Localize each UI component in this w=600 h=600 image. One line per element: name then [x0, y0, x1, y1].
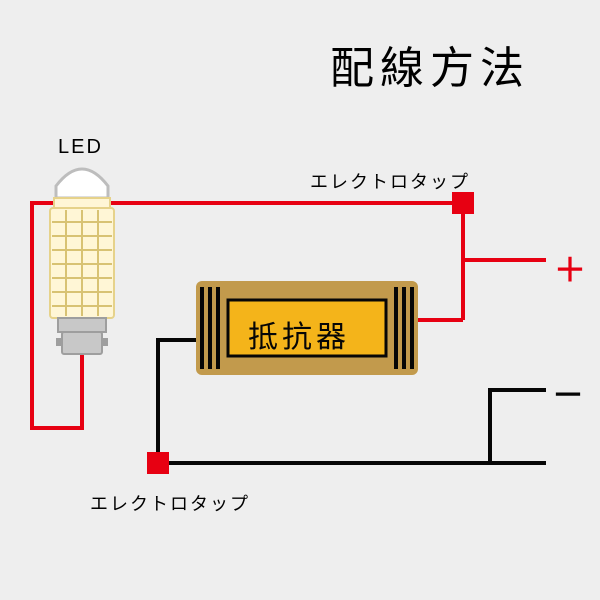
resistor-stripe [410, 287, 414, 369]
wire-black-join [490, 390, 546, 463]
diagram-stage: 配線方法 [0, 0, 600, 600]
led-base-nub [56, 338, 62, 346]
plus-label: ＋ [554, 245, 586, 291]
resistor-stripe [208, 287, 212, 369]
led-bulb [50, 169, 114, 354]
led-base-upper [58, 318, 106, 332]
led-label: LED [58, 136, 103, 159]
led-base-nub [102, 338, 108, 346]
led-neck [54, 198, 110, 208]
led-lens [56, 169, 108, 198]
resistor-stripe [216, 287, 220, 369]
tap-label-top: エレクトロタップ [310, 168, 470, 194]
resistor-stripe [394, 287, 398, 369]
led-base-lower [62, 332, 102, 354]
tap-top [452, 192, 474, 214]
resistor-stripe [200, 287, 204, 369]
resistor-stripe [402, 287, 406, 369]
minus-label: － [552, 370, 584, 416]
tap-bottom [147, 452, 169, 474]
tap-label-bottom: エレクトロタップ [90, 490, 250, 516]
resistor-label: 抵抗器 [248, 312, 350, 356]
